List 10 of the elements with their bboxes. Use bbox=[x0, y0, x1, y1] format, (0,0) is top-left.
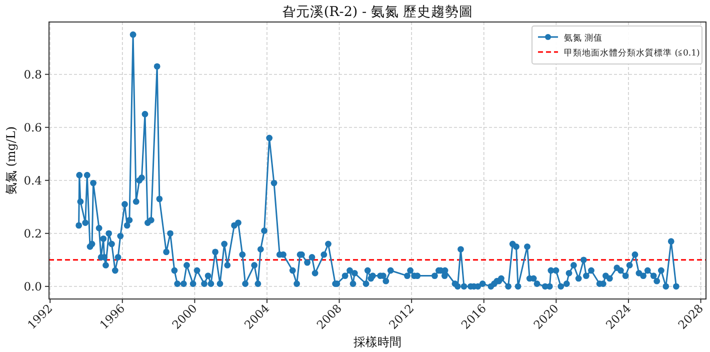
y-tick-label: 0.0 bbox=[24, 279, 42, 294]
y-axis-title: 氨氮 (mg/L) bbox=[4, 126, 18, 195]
legend-label: 甲類地面水體分類水質標準 (≦0.1) bbox=[564, 48, 700, 58]
y-tick-label: 0.8 bbox=[24, 67, 42, 82]
y-tick-label: 0.2 bbox=[24, 226, 42, 240]
x-axis-title: 採樣時間 bbox=[354, 335, 402, 349]
chart-title: 旮元溪(R-2) - 氨氮 歷史趨勢圖 bbox=[282, 4, 474, 20]
y-tick-label: 0.4 bbox=[24, 173, 42, 188]
y-tick-label: 0.6 bbox=[24, 120, 42, 134]
legend-label: 氨氮 測值 bbox=[564, 32, 603, 44]
